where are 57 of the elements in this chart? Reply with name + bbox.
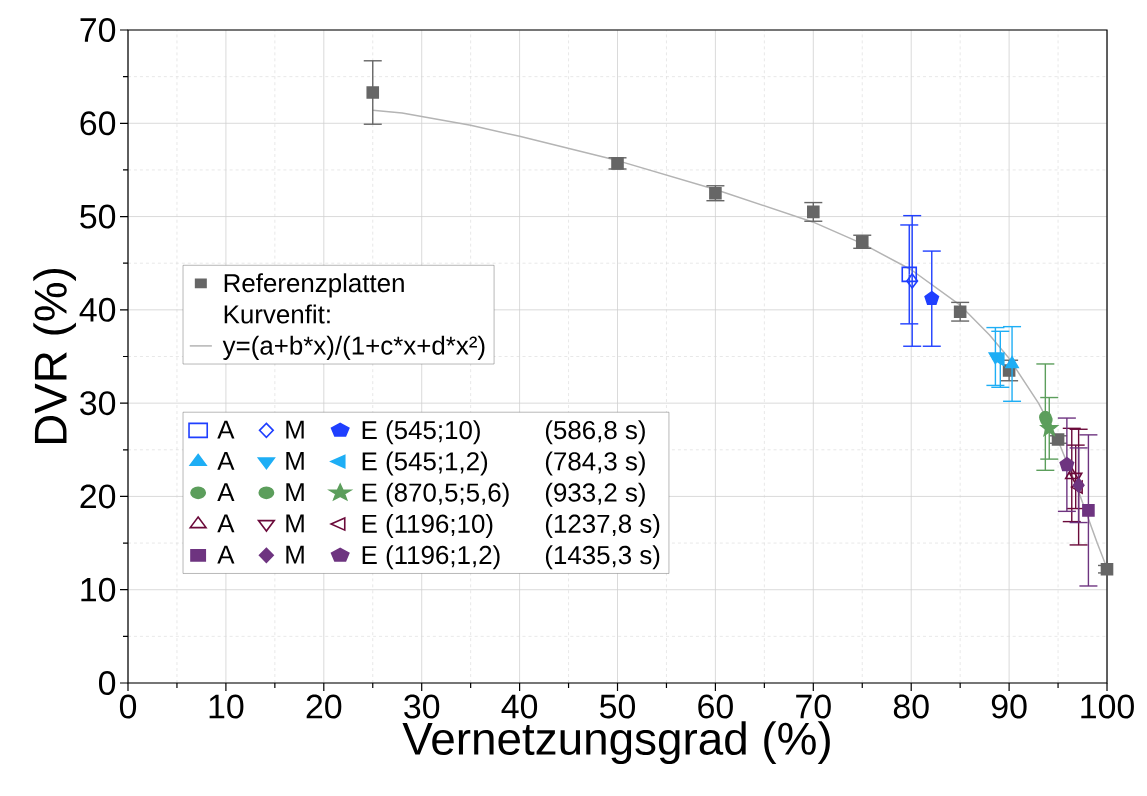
x-tick-label: 30 — [404, 694, 440, 719]
legend-label: A — [217, 420, 235, 439]
y-tick-label: 30 — [80, 391, 116, 416]
point — [1100, 562, 1114, 576]
annotation: (586,8 s) — [545, 420, 645, 445]
point — [709, 186, 722, 200]
annotation: (784,3 s) — [545, 451, 645, 476]
legend-label: M — [286, 451, 304, 470]
x-tick-label: 40 — [501, 694, 538, 719]
x-tick-label: 70 — [796, 694, 831, 719]
point — [1082, 504, 1095, 517]
annotation: (933,2 s) — [545, 482, 645, 507]
legend-label: E (1196;10) — [362, 513, 493, 539]
annotation: Kurvenfit: — [224, 304, 330, 324]
y-axis-title: DVR (%) — [33, 269, 76, 444]
point — [924, 290, 940, 306]
point — [366, 86, 380, 99]
y-tick-label: 40 — [79, 297, 116, 322]
y-tick-label: 60 — [80, 111, 116, 136]
y-tick-label: 20 — [80, 484, 116, 509]
point — [1068, 472, 1083, 485]
legend-label: M — [286, 514, 304, 533]
y-tick-label: 10 — [81, 577, 116, 602]
legend-label: M — [286, 483, 304, 501]
x-tick-label: 50 — [600, 694, 636, 719]
legend-label: A — [217, 545, 235, 564]
legend-label: E (545;1,2) — [362, 451, 488, 476]
y-tick-label: 0 — [98, 671, 116, 695]
point — [1051, 433, 1065, 446]
annotation: (1237,8 s) — [545, 513, 660, 539]
x-tick-label: 0 — [119, 694, 137, 719]
x-axis-title: Vernetzungsgrad (%) — [402, 721, 830, 765]
point — [901, 266, 918, 283]
x-tick-label: 80 — [893, 694, 929, 719]
y-tick-label: 70 — [80, 18, 116, 42]
point — [992, 352, 1005, 367]
legend-label: M — [286, 420, 304, 439]
legend-label: A — [217, 451, 235, 470]
legend-label: E (870,5;5,6) — [362, 482, 509, 507]
legend-label: Referenzplatten — [224, 273, 404, 298]
x-tick-label: 20 — [306, 694, 342, 719]
point — [611, 157, 624, 170]
x-tick-label: 100 — [1081, 694, 1134, 719]
legend-label: A — [217, 514, 235, 533]
point — [1064, 467, 1079, 480]
annotation: (1435,3 s) — [545, 545, 660, 570]
legend-label: M — [286, 545, 304, 564]
x-tick-label: 60 — [698, 694, 733, 719]
legend-label: E (545;10) — [362, 420, 480, 445]
y-tick-label: 50 — [80, 204, 116, 229]
x-tick-label: 90 — [991, 694, 1027, 719]
point — [1059, 456, 1075, 472]
point — [1005, 356, 1019, 369]
x-tick-label: 10 — [209, 694, 244, 719]
legend-label: A — [217, 483, 235, 501]
legend-label: E (1196;1,2) — [362, 545, 500, 570]
legend-label: y=(a+b*x)/(1+c*x+d*x²) — [222, 335, 485, 360]
